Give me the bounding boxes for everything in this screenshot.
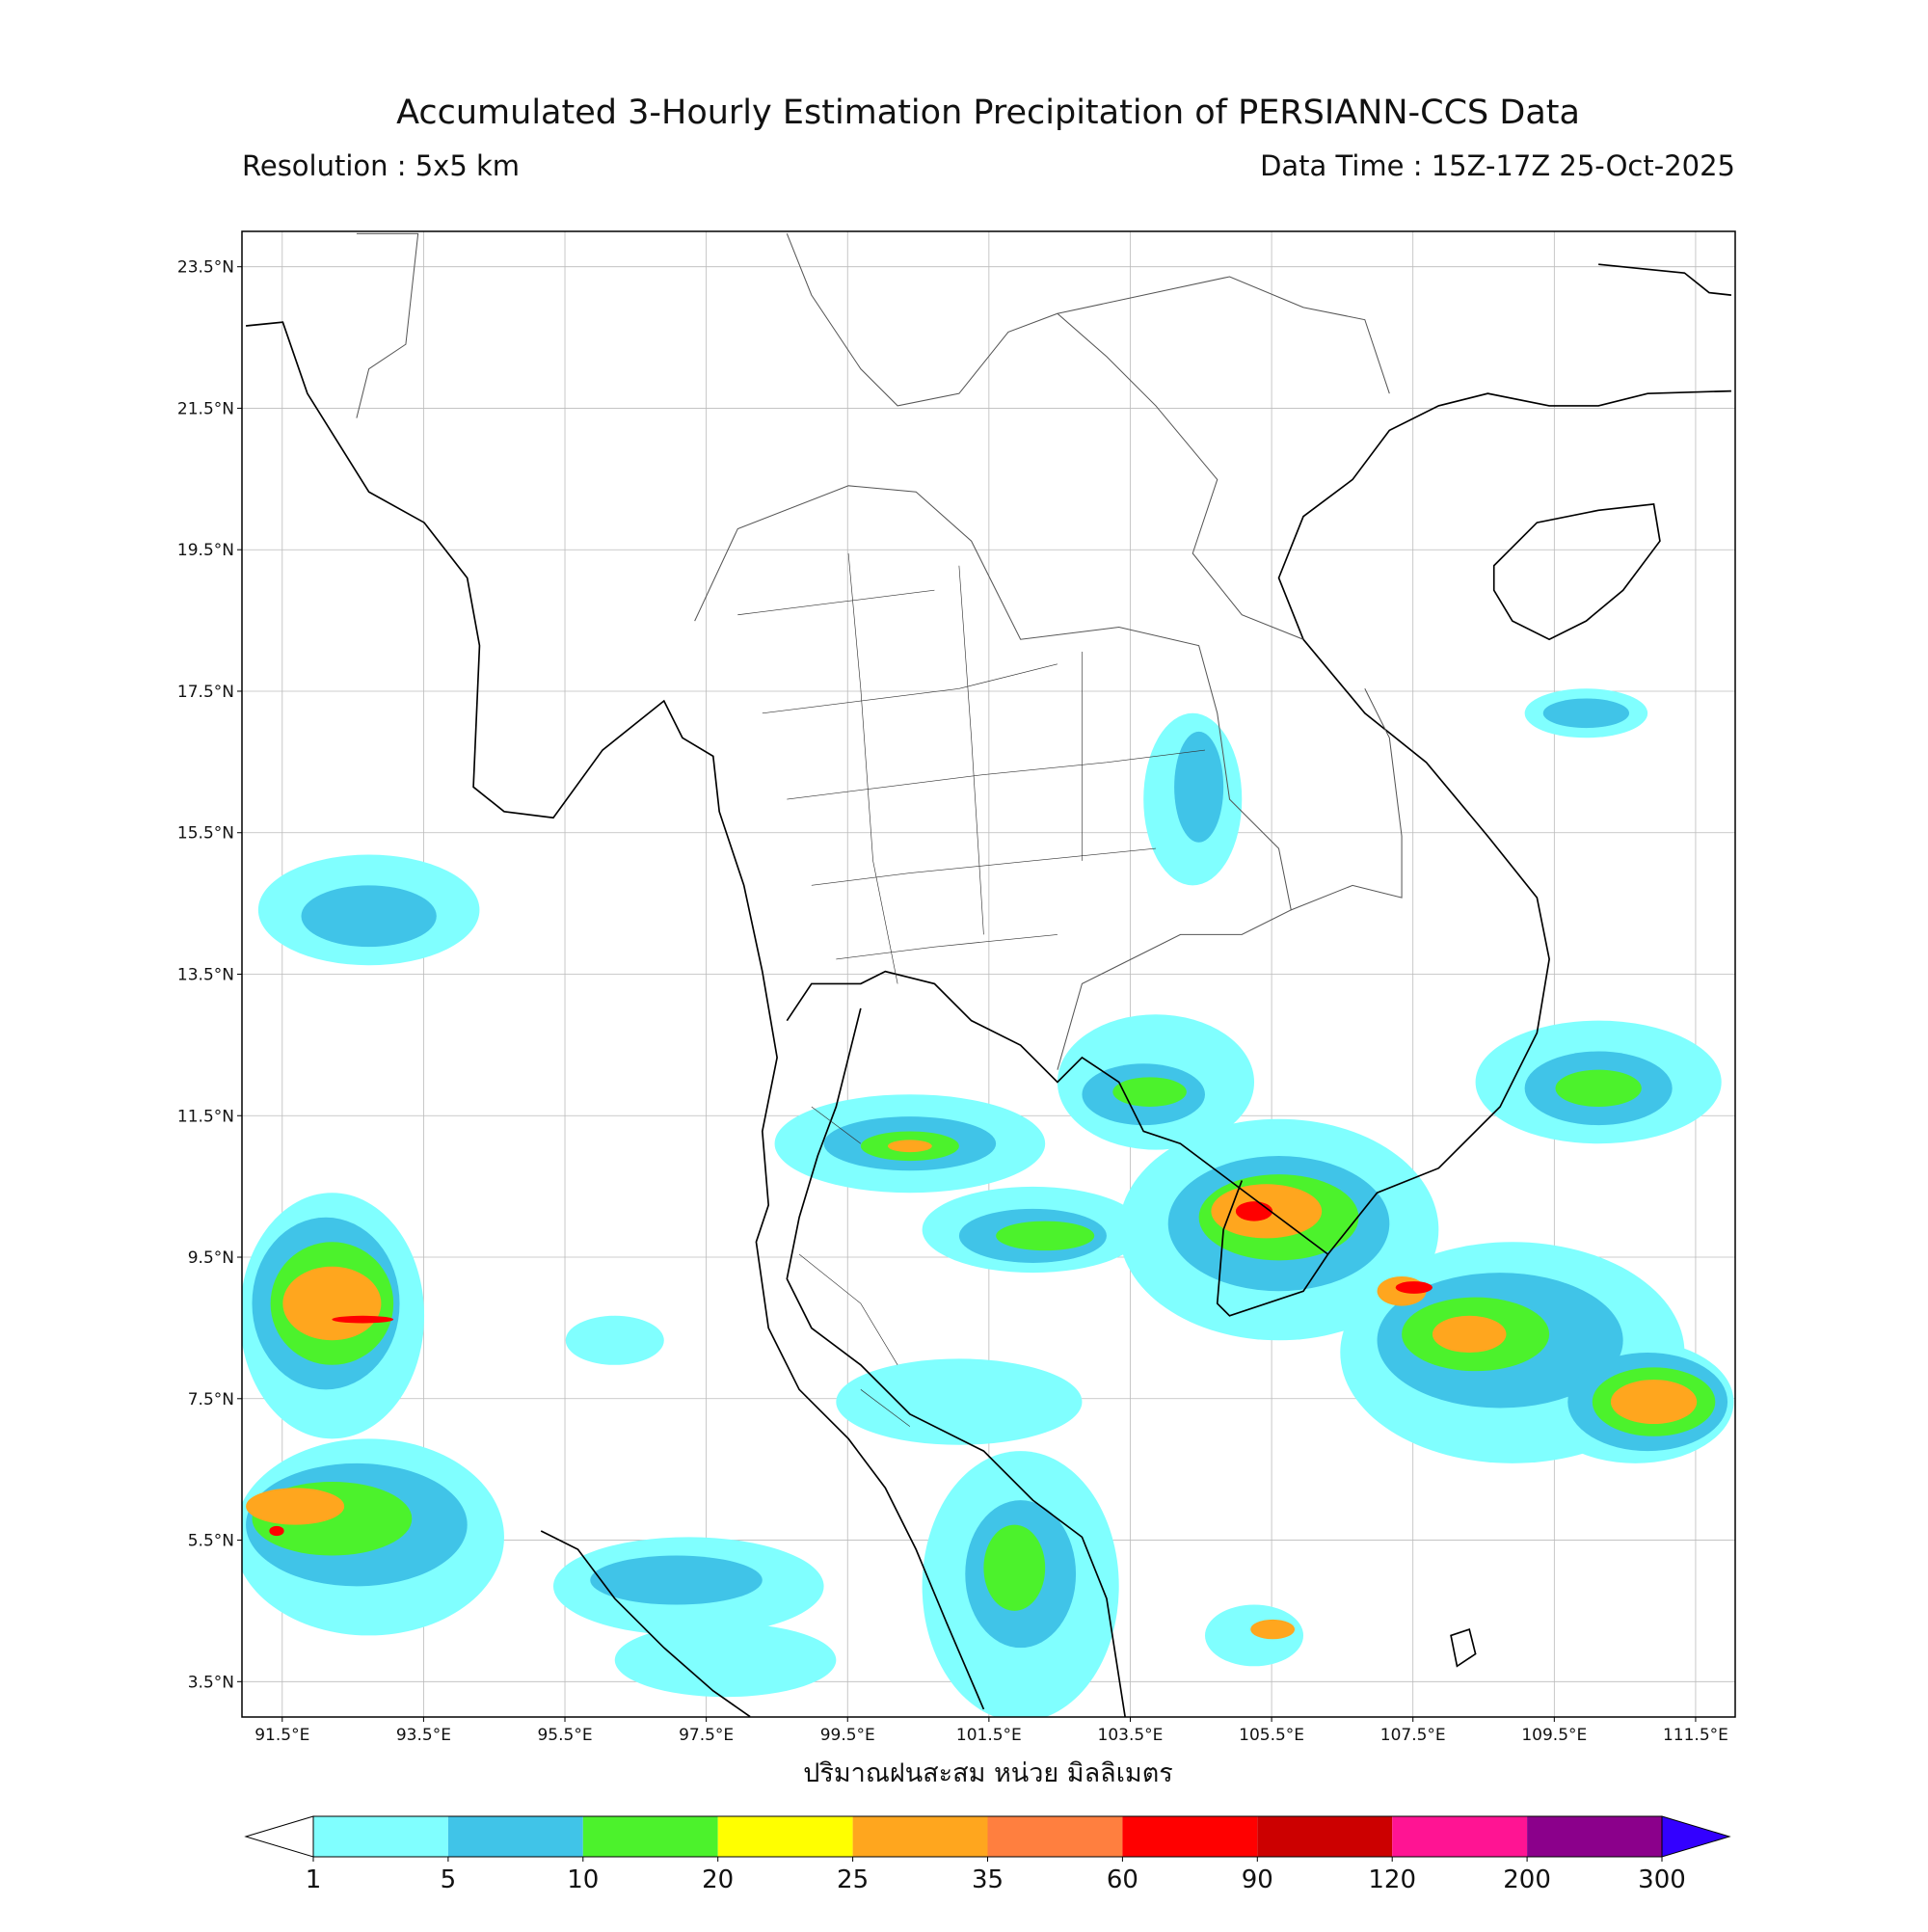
colorbar-label: 120 [1368, 1865, 1416, 1894]
colorbar-label: 10 [567, 1865, 599, 1894]
colorbar-segment [313, 1816, 448, 1857]
colorbar-label: 20 [702, 1865, 734, 1894]
colorbar-label: 1 [306, 1865, 322, 1894]
colorbar-under [244, 1815, 314, 1858]
lon-tick-label: 103.5°E [1098, 1726, 1164, 1745]
lon-tick-label: 91.5°E [254, 1726, 309, 1745]
colorbar-segment [1527, 1816, 1662, 1857]
lon-tick-label: 107.5°E [1380, 1726, 1446, 1745]
lon-tick-label: 109.5°E [1521, 1726, 1587, 1745]
data-time: Data Time : 15Z-17Z 25-Oct-2025 [1260, 149, 1735, 182]
colorbar-segment [1392, 1816, 1528, 1857]
axis-ticks: 91.5°E 93.5°E 95.5°E 97.5°E 99.5°E 101.5°E 103… [177, 258, 1728, 1745]
colorbar-label: 5 [441, 1865, 457, 1894]
lat-tick-label: 23.5°N [177, 258, 234, 278]
colorbar-segment [987, 1816, 1123, 1857]
colorbar-segment [447, 1816, 583, 1857]
lon-tick-label: 95.5°E [537, 1726, 592, 1745]
colorbar: 1 5 10 20 25 35 60 90 120 200 300 [244, 1815, 1731, 1894]
colorbar-segment [717, 1816, 853, 1857]
lat-tick-label: 11.5°N [177, 1107, 234, 1126]
coastlines [246, 263, 1731, 1717]
lon-tick-label: 101.5°E [956, 1726, 1022, 1745]
lat-tick-label: 3.5°N [188, 1673, 234, 1692]
map-layer [242, 232, 1734, 1717]
lon-tick-label: 105.5°E [1239, 1726, 1304, 1745]
colorbar-label: 200 [1503, 1865, 1551, 1894]
lat-tick-label: 9.5°N [188, 1248, 234, 1268]
lon-tick-label: 99.5°E [820, 1726, 875, 1745]
lat-tick-label: 13.5°N [177, 966, 234, 985]
lat-tick-label: 17.5°N [177, 683, 234, 702]
lat-tick-label: 7.5°N [188, 1390, 234, 1409]
lat-tick-label: 15.5°N [177, 824, 234, 844]
lon-tick-label: 93.5°E [396, 1726, 451, 1745]
x-label: ปริมาณฝนสะสม หน่วย มิลลิเมตร [803, 1758, 1173, 1788]
lat-tick-label: 21.5°N [177, 399, 234, 418]
colorbar-segment [852, 1816, 988, 1857]
colorbar-label: 35 [972, 1865, 1004, 1894]
colorbar-label: 90 [1242, 1865, 1273, 1894]
lon-tick-label: 111.5°E [1663, 1726, 1728, 1745]
lon-tick-label: 97.5°E [679, 1726, 734, 1745]
lat-tick-label: 19.5°N [177, 541, 234, 560]
colorbar-label: 60 [1107, 1865, 1138, 1894]
precip-areas [242, 232, 1734, 1717]
colorbar-segment [1122, 1816, 1258, 1857]
colorbar-over [1661, 1815, 1731, 1858]
provinces [737, 552, 1206, 1427]
lat-tick-label: 5.5°N [188, 1532, 234, 1551]
borders [356, 232, 1403, 1070]
resolution: Resolution : 5x5 km [242, 149, 520, 182]
colorbar-label: 25 [837, 1865, 869, 1894]
colorbar-label: 300 [1638, 1865, 1686, 1894]
colorbar-segment [1257, 1816, 1393, 1857]
title: Accumulated 3-Hourly Estimation Precipit… [396, 94, 1580, 132]
colorbar-segment [582, 1816, 718, 1857]
